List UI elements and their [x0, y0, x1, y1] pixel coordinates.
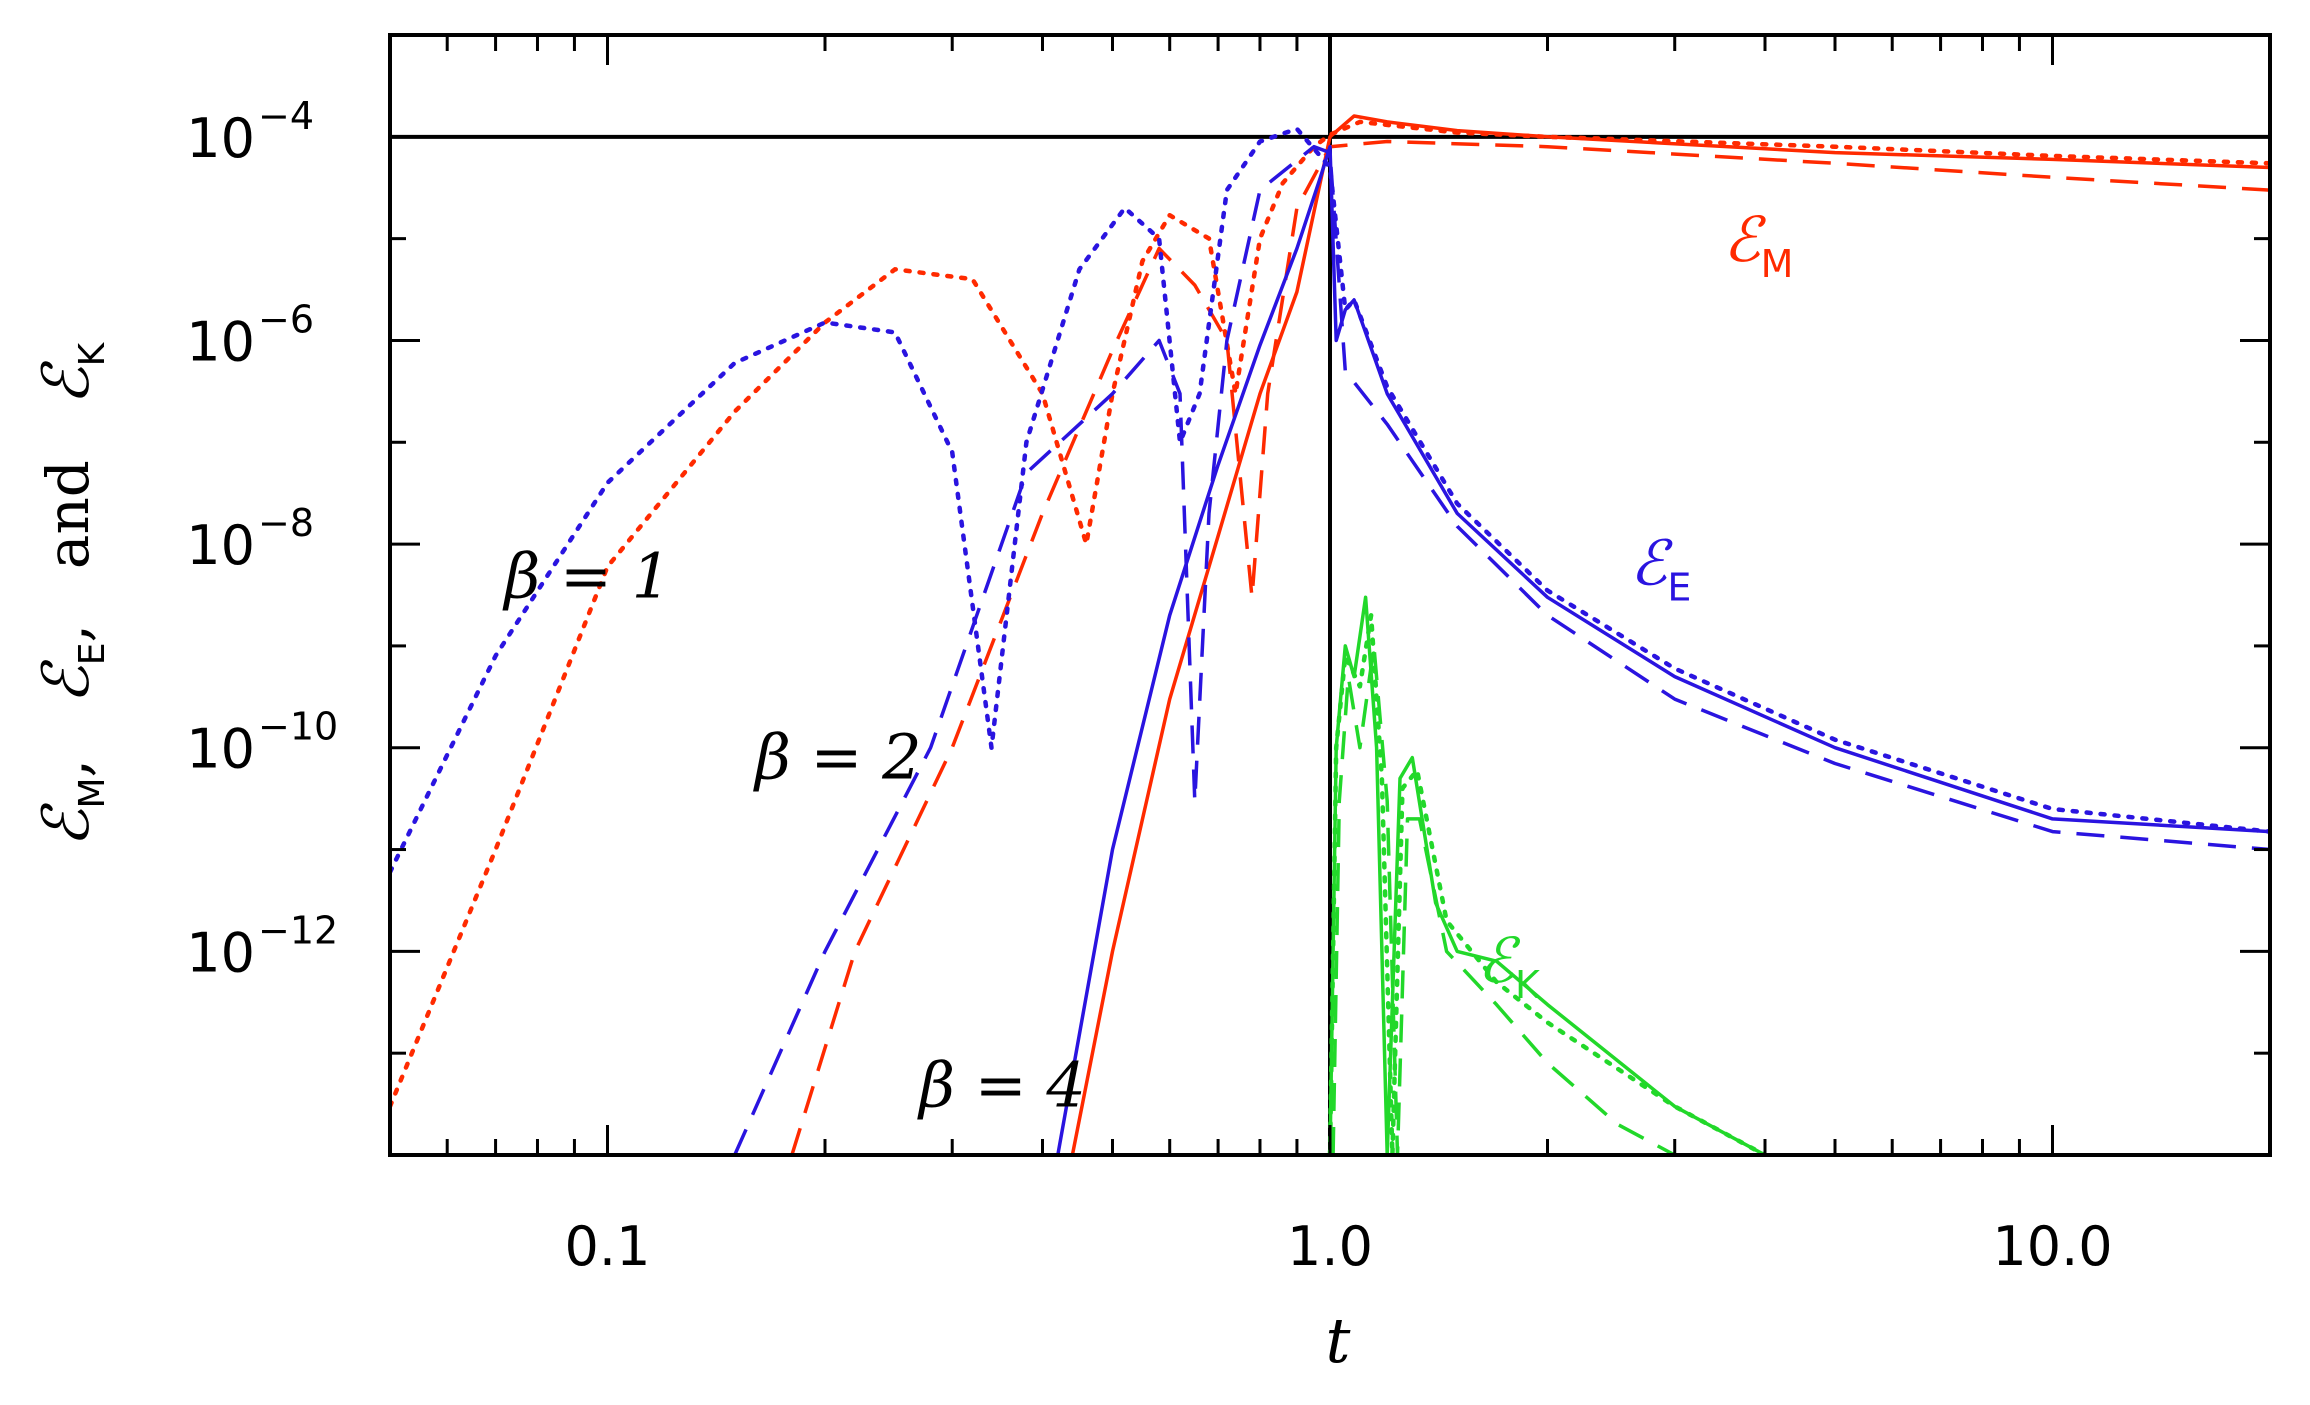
series-layer [390, 114, 2270, 1155]
x-tick-label: 1.0 [1287, 1215, 1373, 1278]
y-tick-base: 10 [186, 718, 255, 781]
y-label-sym-k: ℰ [30, 360, 104, 405]
y-tick-base: 10 [186, 310, 255, 373]
beta-annotation: β = 1 [502, 539, 671, 612]
y-label-sub-k: K [72, 341, 113, 366]
series-line-m-beta1 [390, 119, 2270, 1109]
curve-label-symbol: ℰ [1630, 527, 1673, 600]
series-line-k-beta1 [1327, 613, 1768, 1155]
beta-annotations: β = 1 β = 2 β = 4 [502, 539, 1085, 1121]
y-label-sym-e: ℰ [30, 659, 104, 704]
y-tick-base: 10 [186, 107, 255, 170]
y-label-sub-m: M [72, 777, 113, 808]
y-label-comma-1: , [34, 759, 102, 777]
y-tick-base: 10 [186, 921, 255, 984]
y-tick-label: 10 −12 [186, 908, 338, 984]
y-tick-exponent: −8 [258, 501, 314, 545]
y-tick-exponent: −12 [258, 908, 338, 952]
plot-frame [388, 33, 2272, 1157]
series-line-m-beta2 [790, 139, 2270, 1155]
y-label-sub-e: E [72, 643, 113, 666]
y-tick-label: 10 −8 [186, 501, 314, 577]
series-line-e-beta2 [733, 144, 2270, 1155]
curve-label-symbol: ℰ [1723, 203, 1766, 276]
beta-annotation: β = 4 [917, 1048, 1086, 1121]
x-axis-label: t [1326, 1304, 1351, 1377]
x-tick-label: 10.0 [1992, 1215, 2112, 1278]
curve-label-m: ℰM [1723, 203, 1793, 286]
x-tick-label: 0.1 [565, 1215, 651, 1278]
y-tick-exponent: −6 [258, 297, 314, 341]
series-line-k-beta4 [1328, 595, 1766, 1155]
series-line-e-beta1 [390, 126, 2270, 875]
curve-label-k: ℰK [1477, 924, 1541, 1007]
y-axis-label: ℰM,ℰE,andℰK [30, 341, 113, 847]
y-tick-exponent: −4 [258, 94, 314, 138]
curve-label-e: ℰE [1630, 527, 1692, 610]
curve-label-subscript: K [1515, 963, 1541, 1007]
y-tick-label: 10 −4 [186, 94, 314, 170]
y-tick-base: 10 [186, 514, 255, 577]
curve-label-symbol: ℰ [1477, 924, 1520, 997]
series-line-m-beta4 [1070, 114, 2270, 1155]
series-line-k-beta2 [1331, 644, 1676, 1155]
x-tick-labels: 0.1 1.0 10.0 [565, 1215, 2113, 1278]
curve-label-subscript: M [1761, 242, 1794, 286]
y-tick-label: 10 −6 [186, 297, 314, 373]
y-tick-label: 10 −10 [186, 705, 338, 781]
beta-annotation: β = 2 [753, 720, 922, 793]
y-label-comma-2: , [34, 624, 102, 642]
curve-label-subscript: E [1667, 566, 1691, 610]
y-label-sym-m: ℰ [30, 802, 104, 847]
y-tick-exponent: −10 [258, 705, 338, 749]
y-label-and: and [34, 460, 102, 569]
